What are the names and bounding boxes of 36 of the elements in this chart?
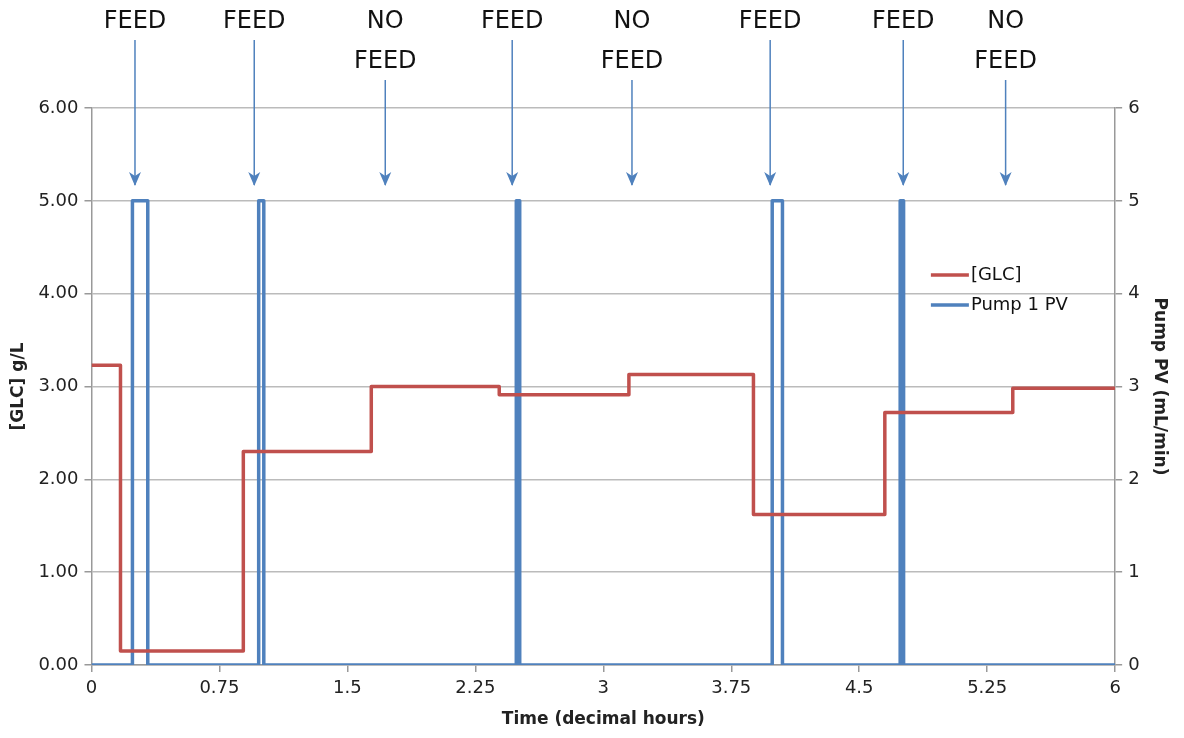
text: FEED	[871, 6, 935, 35]
x-tick-label: 5.25	[967, 676, 1008, 698]
x-axis-title: Time (decimal hours)	[501, 708, 705, 729]
y2-axis-title: Pump PV (mL/min)	[1151, 297, 1172, 476]
y2-tick-label: 0	[1128, 652, 1140, 674]
x-tick-label: 4.5	[844, 676, 874, 698]
y-axis-title: [GLC] g/L	[6, 342, 27, 431]
y2-tick-label: 5	[1128, 188, 1140, 210]
y-tick-label: 6.00	[38, 95, 79, 117]
text: FEED	[738, 6, 802, 35]
x-tick-label: 3.75	[711, 676, 752, 698]
y-tick-label: 0.00	[38, 652, 79, 674]
y-tick-label: 1.00	[38, 559, 79, 581]
text: FEED	[222, 6, 286, 35]
y2-tick-label: 1	[1128, 559, 1140, 581]
x-tick-label: 0	[85, 676, 98, 698]
y2-tick-label: 4	[1128, 281, 1140, 303]
legend-label: [GLC]	[970, 262, 1022, 284]
y-tick-label: 2.00	[38, 467, 79, 489]
x-tick-label: 2.25	[455, 676, 496, 698]
legend-label: Pump 1 PV	[970, 292, 1069, 314]
y2-tick-label: 3	[1128, 374, 1140, 396]
x-tick-label: 6	[1109, 676, 1121, 698]
y2-tick-label: 2	[1128, 467, 1140, 489]
text: FEED	[480, 6, 544, 35]
y-tick-label: 4.00	[38, 281, 79, 303]
text: FEED	[103, 6, 167, 35]
x-tick-label: 1.5	[333, 676, 362, 698]
text: NO FEED	[353, 6, 417, 75]
y2-tick-label: 6	[1128, 95, 1140, 117]
x-tick-label: 3	[597, 676, 610, 698]
text: NO FEED	[600, 6, 664, 75]
text: NO FEED	[974, 6, 1037, 75]
y-tick-label: 3.00	[38, 374, 79, 396]
x-tick-label: 0.75	[199, 676, 240, 698]
y-tick-label: 5.00	[38, 188, 79, 210]
